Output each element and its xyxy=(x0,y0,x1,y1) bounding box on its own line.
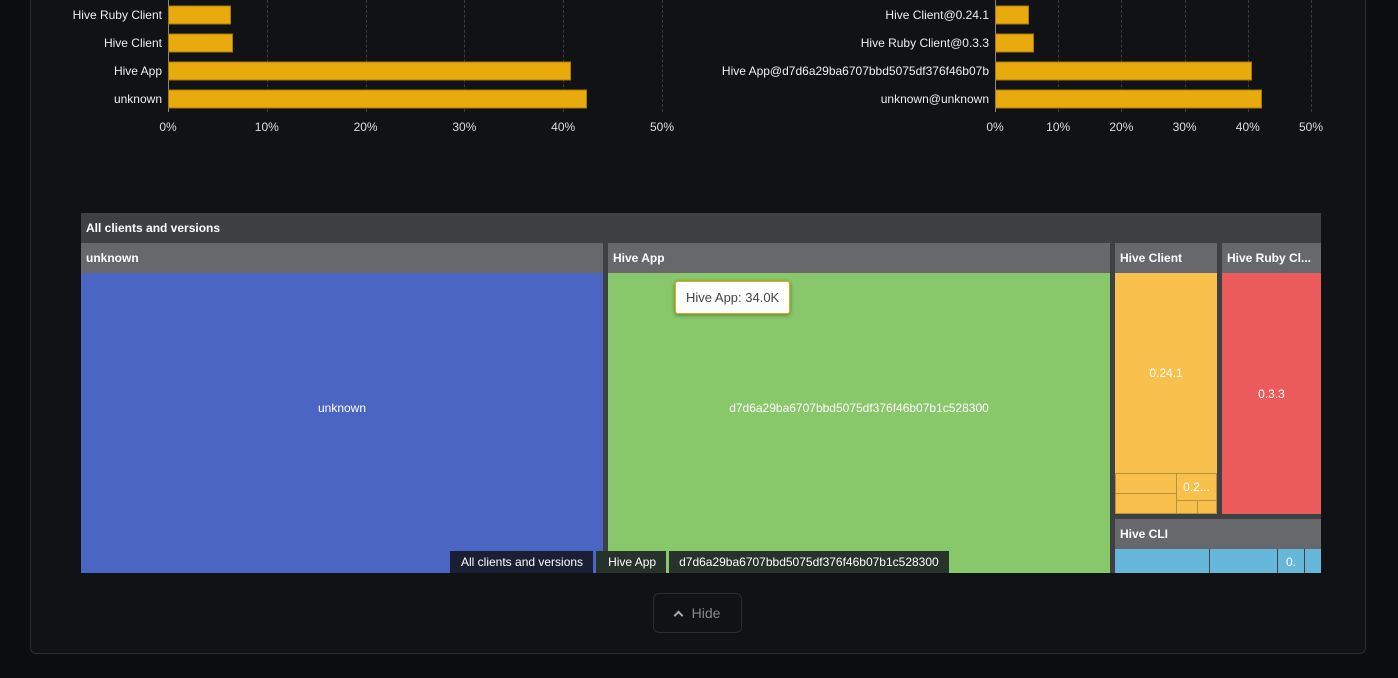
x-tick-label: 10% xyxy=(1046,120,1071,134)
cell-hive-client-0241[interactable]: 0.24.1 xyxy=(1115,273,1217,473)
bar[interactable] xyxy=(168,89,587,109)
group-header-unknown[interactable]: unknown xyxy=(81,243,603,273)
category-label: Hive Client xyxy=(103,36,162,50)
cell-hive-cli-4[interactable] xyxy=(1305,549,1321,573)
gridline xyxy=(1247,0,1249,112)
gridline xyxy=(1121,0,1123,112)
breadcrumb-item-version[interactable]: d7d6a29ba6707bbd5075df376f46b07b1c528300 xyxy=(669,551,949,573)
bar[interactable] xyxy=(168,5,232,25)
hide-button[interactable]: Hide xyxy=(653,593,742,633)
clients-bar-chart: 0% 10% 20% 30% 40% 50% Hive Ruby Client Hive Cl… xyxy=(0,0,700,140)
version-cell[interactable] xyxy=(1176,500,1198,514)
x-tick-label: 30% xyxy=(1172,120,1197,134)
breadcrumb-item-root[interactable]: All clients and versions xyxy=(450,551,597,573)
y-axis-line xyxy=(168,0,169,112)
gridline xyxy=(266,0,268,112)
cell-hive-cli-2[interactable] xyxy=(1210,549,1277,573)
gridline xyxy=(1311,0,1312,112)
version-cell[interactable] xyxy=(1115,473,1177,494)
cell-hive-cli-1[interactable] xyxy=(1115,549,1209,573)
tooltip: Hive App: 34.0K xyxy=(675,281,791,314)
treemap: All clients and versions unknown unknown… xyxy=(81,213,1321,573)
category-label: unknown@unknown xyxy=(880,92,989,106)
gridline xyxy=(464,0,466,112)
x-tick-label: 50% xyxy=(1298,120,1324,134)
x-tick-label: 0% xyxy=(159,120,177,134)
x-tick-label: 0% xyxy=(986,120,1004,134)
category-label: Hive Ruby Client@0.3.3 xyxy=(860,36,989,50)
bar[interactable] xyxy=(168,33,234,53)
hide-label: Hide xyxy=(691,605,721,621)
bar[interactable] xyxy=(995,89,1262,109)
gridline xyxy=(662,0,663,112)
group-header-hive-ruby-client[interactable]: Hive Ruby Cl... xyxy=(1222,243,1321,273)
cell-hive-ruby-033[interactable]: 0.3.3 xyxy=(1222,273,1321,514)
version-cell[interactable] xyxy=(1197,500,1217,514)
x-tick-label: 10% xyxy=(254,120,279,134)
cell-hive-cli-3[interactable]: 0. xyxy=(1278,549,1304,573)
x-tick-label: 40% xyxy=(551,120,576,134)
hive-client-small-versions: 0.2... xyxy=(1115,473,1217,514)
x-tick-label: 40% xyxy=(1235,120,1260,134)
category-label: Hive App@d7d6a29ba6707bbd5075df376f46b07… xyxy=(721,64,989,78)
bar[interactable] xyxy=(168,61,572,81)
version-cell[interactable] xyxy=(1115,493,1177,514)
group-header-hive-client[interactable]: Hive Client xyxy=(1115,243,1217,273)
chevron-up-icon xyxy=(673,610,684,620)
breadcrumb-item-hive-app[interactable]: Hive App xyxy=(596,551,670,573)
cell-unknown[interactable]: unknown xyxy=(81,273,603,573)
gridline xyxy=(1184,0,1186,112)
breadcrumb: All clients and versions Hive App d7d6a2… xyxy=(450,551,949,573)
treemap-root-header[interactable]: All clients and versions xyxy=(81,213,1321,243)
bar[interactable] xyxy=(995,33,1035,53)
group-header-hive-cli[interactable]: Hive CLI xyxy=(1115,519,1321,549)
x-tick-label: 30% xyxy=(452,120,477,134)
gridline xyxy=(563,0,565,112)
bar[interactable] xyxy=(995,5,1030,25)
gridline xyxy=(1058,0,1060,112)
category-label: Hive App xyxy=(113,64,162,78)
x-tick-label: 50% xyxy=(649,120,675,134)
x-tick-label: 20% xyxy=(353,120,378,134)
group-header-hive-app[interactable]: Hive App xyxy=(608,243,1110,273)
bar[interactable] xyxy=(995,61,1253,81)
gridline xyxy=(365,0,367,112)
y-axis-line xyxy=(995,0,996,112)
cell-hive-app[interactable]: d7d6a29ba6707bbd5075df376f46b07b1c528300 xyxy=(608,273,1110,573)
category-label: Hive Ruby Client xyxy=(72,8,162,22)
versions-bar-chart: 0% 10% 20% 30% 40% 50% Hive Client@0.24.1 Hive … xyxy=(0,0,1398,140)
version-cell-02[interactable]: 0.2... xyxy=(1176,473,1217,501)
category-label: unknown xyxy=(113,92,162,106)
category-label: Hive Client@0.24.1 xyxy=(885,8,989,22)
x-tick-label: 20% xyxy=(1109,120,1134,134)
